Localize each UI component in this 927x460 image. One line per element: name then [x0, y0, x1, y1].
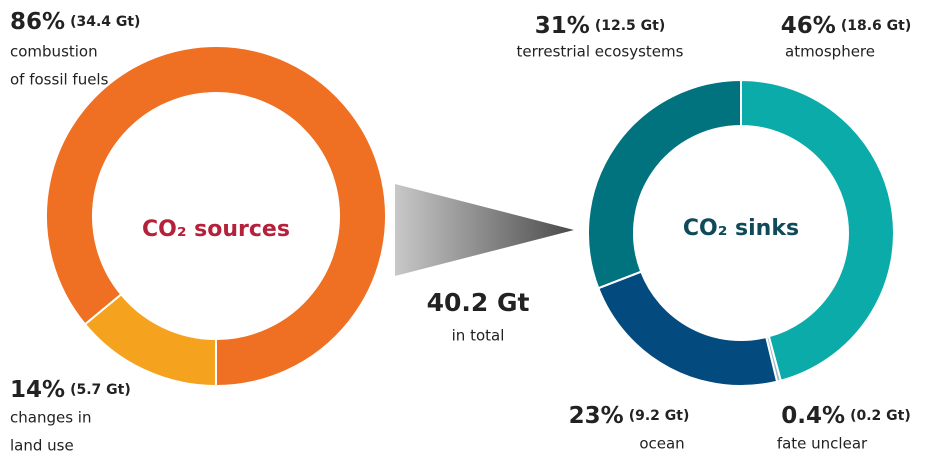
- value-label: 86%: [10, 9, 65, 35]
- amount-label: (18.6 Gt): [841, 18, 911, 34]
- slice-label: 86% (34.4 Gt): [10, 9, 140, 35]
- slice-label: 46% (18.6 Gt): [781, 13, 911, 39]
- value-label: 31%: [535, 13, 590, 39]
- category-label: land use: [10, 437, 74, 455]
- value-label: 23%: [569, 403, 624, 429]
- amount-label: (5.7 Gt): [70, 382, 131, 398]
- category-label: combustion: [10, 43, 98, 61]
- category-label: terrestrial ecosystems: [517, 43, 684, 61]
- category-label: fate unclear: [777, 435, 868, 453]
- category-label: atmosphere: [785, 43, 875, 61]
- chart-title: CO₂ sinks: [683, 216, 799, 241]
- slice-label: 14% (5.7 Gt): [10, 377, 131, 403]
- slice-label: 0.4% (0.2 Gt): [781, 403, 910, 429]
- slice: [587, 78, 742, 290]
- flow-arrow: [395, 184, 574, 276]
- value-label: 46%: [781, 13, 836, 39]
- amount-label: (9.2 Gt): [629, 408, 690, 424]
- slice: [740, 78, 895, 382]
- chart-title: CO₂ sources: [142, 217, 290, 242]
- value-label: 0.4%: [781, 403, 845, 429]
- value-label: 14%: [10, 377, 65, 403]
- amount-label: (12.5 Gt): [595, 18, 665, 34]
- slice: [83, 292, 217, 388]
- slice-label: 31% (12.5 Gt): [535, 13, 665, 39]
- amount-label: (0.2 Gt): [850, 408, 911, 424]
- category-label: ocean: [639, 435, 684, 453]
- total: 40.2 Gt: [427, 288, 530, 317]
- slice: [45, 45, 387, 388]
- slice-label: 23% (9.2 Gt): [569, 403, 690, 429]
- amount-label: (34.4 Gt): [70, 14, 140, 30]
- category-label: of fossil fuels: [10, 71, 109, 89]
- slice: [597, 270, 779, 387]
- category-label: changes in: [10, 409, 91, 427]
- total-note: in total: [452, 327, 505, 345]
